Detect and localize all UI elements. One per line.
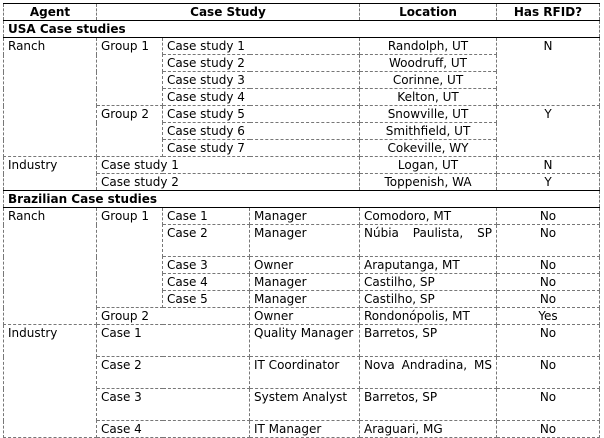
location-cell: Núbia Paulista, SP: [359, 224, 497, 257]
rfid-cell: No: [496, 324, 600, 357]
table-row: Industry Case 1 Quality Manager Barretos…: [3, 324, 600, 438]
section-title-usa: USA Case studies: [3, 20, 600, 38]
case-cell: Case 4: [96, 420, 250, 438]
rfid-cell: No: [496, 356, 600, 389]
header-has-rfid: Has RFID?: [496, 3, 600, 21]
table-row: Case 2 IT Coordinator Nova Andradina, MS…: [4, 356, 600, 389]
rfid-cell: No: [496, 420, 600, 438]
rfid-cell: No: [496, 388, 600, 421]
header-row: Agent Case Study Location Has RFID?: [3, 3, 600, 21]
location-cell: Smithfield, UT: [359, 122, 497, 140]
table-row: Industry Case study 1 Logan, UT N: [3, 156, 600, 191]
table-row: Case study 4 Kelton, UT: [4, 88, 600, 106]
rfid-cell: Y: [496, 105, 600, 157]
location-cell: Araguari, MG: [359, 420, 497, 438]
table-row: Case 4 Manager Castilho, SP No: [4, 273, 600, 291]
location-cell: Castilho, SP: [359, 290, 497, 308]
role-cell: IT Manager: [249, 420, 360, 438]
location-cell: Randolph, UT: [359, 37, 497, 55]
case-cell: Case 5: [162, 290, 250, 308]
table-row: Case 3 Owner Araputanga, MT No: [4, 256, 600, 274]
location-cell: Toppenish, WA: [359, 173, 497, 191]
section-row-usa: USA Case studies: [3, 20, 600, 38]
case-cell: Case 1: [162, 207, 250, 225]
case-cell: Case 2: [162, 224, 250, 257]
case-cell: Case study 4: [162, 88, 360, 106]
rfid-cell: Y: [496, 173, 600, 191]
location-cell: Snowville, UT: [359, 105, 497, 123]
rfid-cell: No: [496, 207, 600, 225]
location-cell: Barretos, SP: [359, 324, 497, 357]
role-cell: Quality Manager: [249, 324, 360, 357]
case-study-table: Agent Case Study Location Has RFID? USA …: [3, 3, 600, 438]
rfid-cell: No: [496, 224, 600, 257]
case-cell: Case study 2: [162, 54, 360, 72]
table-row: Group 2 Owner Rondonópolis, MT Yes: [4, 307, 600, 325]
section-title-brazil: Brazilian Case studies: [3, 190, 600, 208]
table-row: Ranch Group 1 Case study 1 Randolph, UT …: [3, 37, 600, 157]
group-cell: Group 1: [96, 37, 163, 106]
location-cell: Araputanga, MT: [359, 256, 497, 274]
table-row: Ranch Group 1 Case 1 Manager Comodoro, M…: [3, 207, 600, 325]
table-row: Case 2 Manager Núbia Paulista, SP No: [4, 224, 600, 257]
table-row: Case 5 Manager Castilho, SP No: [4, 290, 600, 308]
location-cell: Corinne, UT: [359, 71, 497, 89]
role-cell: Manager: [249, 290, 360, 308]
rfid-cell: N: [496, 37, 600, 106]
header-location: Location: [359, 3, 497, 21]
role-cell: Owner: [249, 307, 360, 325]
header-agent: Agent: [3, 3, 97, 21]
case-cell: Case 1: [96, 324, 250, 357]
role-cell: Owner: [249, 256, 360, 274]
agent-cell: Industry: [3, 156, 97, 191]
case-cell: Case study 6: [162, 122, 360, 140]
agent-cell: Industry: [3, 324, 97, 438]
case-cell: Case study 1: [162, 37, 360, 55]
location-cell: Kelton, UT: [359, 88, 497, 106]
section-row-brazil: Brazilian Case studies: [3, 190, 600, 208]
case-study-table-wrapper: Agent Case Study Location Has RFID? USA …: [3, 3, 600, 438]
table-row: Group 2 Case study 5 Snowville, UT Y: [4, 105, 600, 157]
group-cell: Group 2: [96, 105, 163, 157]
group-cell: Group 1: [96, 207, 163, 308]
location-cell: Comodoro, MT: [359, 207, 497, 225]
header-case-study: Case Study: [96, 3, 360, 21]
table-row: Case study 7 Cokeville, WY: [4, 139, 600, 157]
location-cell: Rondonópolis, MT: [359, 307, 497, 325]
role-cell: Manager: [249, 273, 360, 291]
case-cell: Case study 7: [162, 139, 360, 157]
location-cell: Barretos, SP: [359, 388, 497, 421]
agent-cell: Ranch: [3, 207, 97, 325]
role-cell: IT Coordinator: [249, 356, 360, 389]
role-cell: Manager: [249, 224, 360, 257]
role-cell: System Analyst: [249, 388, 360, 421]
rfid-cell: Yes: [496, 307, 600, 325]
case-cell: Case study 1: [96, 156, 360, 174]
location-cell: Woodruff, UT: [359, 54, 497, 72]
agent-cell: Ranch: [3, 37, 97, 157]
rfid-cell: No: [496, 273, 600, 291]
location-cell: Castilho, SP: [359, 273, 497, 291]
location-cell: Cokeville, WY: [359, 139, 497, 157]
rfid-cell: No: [496, 290, 600, 308]
case-cell: Case 3: [162, 256, 250, 274]
case-cell: Case 4: [162, 273, 250, 291]
case-cell: Case study 3: [162, 71, 360, 89]
case-cell: Case 2: [96, 356, 250, 389]
case-cell: Case 3: [96, 388, 250, 421]
table-row: Case study 6 Smithfield, UT: [4, 122, 600, 140]
location-cell: Logan, UT: [359, 156, 497, 174]
case-cell: Case study 5: [162, 105, 360, 123]
rfid-cell: No: [496, 256, 600, 274]
group-cell: Group 2: [96, 307, 250, 325]
location-cell: Nova Andradina, MS: [359, 356, 497, 389]
rfid-cell: N: [496, 156, 600, 174]
role-cell: Manager: [249, 207, 360, 225]
case-cell: Case study 2: [96, 173, 360, 191]
